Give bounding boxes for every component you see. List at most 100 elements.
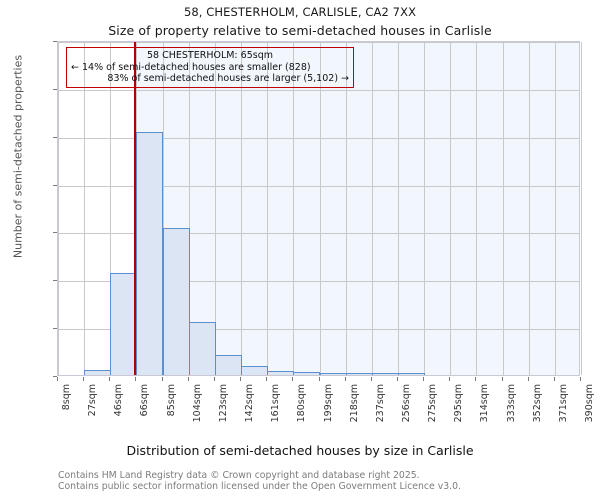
- histogram-bar: [84, 369, 111, 375]
- right-band-tint: [135, 42, 579, 375]
- y-axis-label: Number of semi-detached properties: [11, 54, 25, 259]
- gridline-vertical: [529, 42, 530, 375]
- annotation-line-1: 58 CHESTERHOLM: 65sqm: [147, 50, 273, 61]
- histogram-bar: [372, 373, 399, 375]
- footer-line-1: Contains HM Land Registry data © Crown c…: [58, 470, 420, 481]
- x-tick-label: 8sqm: [61, 384, 72, 411]
- chart-titles: 58, CHESTERHOLM, CARLISLE, CA2 7XX Size …: [0, 0, 600, 38]
- gridline-horizontal: [58, 137, 579, 139]
- x-tick-mark: [345, 377, 346, 381]
- x-tick-label: 295sqm: [453, 384, 464, 423]
- histogram-bar: [398, 373, 425, 375]
- x-tick-mark: [475, 377, 476, 381]
- annotation-line-2: ← 14% of semi-detached houses are smalle…: [71, 61, 311, 73]
- histogram-bar: [189, 321, 216, 375]
- x-tick-mark: [109, 377, 110, 381]
- histogram-bar: [163, 228, 190, 375]
- x-tick-label: 352sqm: [532, 384, 543, 423]
- x-tick-mark: [397, 377, 398, 381]
- x-tick-mark: [135, 377, 136, 381]
- x-tick-label: 161sqm: [270, 384, 281, 423]
- x-tick-label: 199sqm: [323, 384, 334, 423]
- gridline-vertical: [503, 42, 504, 375]
- gridline-vertical: [163, 42, 164, 375]
- y-tick-mark: [53, 184, 57, 186]
- x-tick-label: 142sqm: [244, 384, 255, 423]
- annotation-line-3: 83% of semi-detached houses are larger (…: [107, 73, 349, 84]
- x-tick-label: 237sqm: [375, 384, 386, 423]
- y-tick-mark: [53, 136, 57, 138]
- gridline-vertical: [293, 42, 294, 375]
- histogram-bar: [320, 372, 347, 375]
- gridline-horizontal: [58, 185, 579, 187]
- gridline-vertical: [398, 42, 399, 375]
- x-tick-mark: [423, 377, 424, 381]
- x-tick-mark: [580, 377, 581, 381]
- x-tick-label: 218sqm: [349, 384, 360, 423]
- gridline-horizontal: [58, 281, 579, 283]
- histogram-bar: [136, 131, 163, 375]
- y-tick-mark: [53, 232, 57, 234]
- footer-line-2: Contains public sector information licen…: [58, 481, 461, 492]
- gridline-vertical: [58, 42, 59, 375]
- histogram-bar: [346, 373, 373, 375]
- x-tick-mark: [266, 377, 267, 381]
- gridline-vertical: [84, 42, 85, 375]
- gridline-vertical: [267, 42, 268, 375]
- gridline-horizontal: [58, 329, 579, 331]
- x-tick-mark: [449, 377, 450, 381]
- x-tick-label: 256sqm: [401, 384, 412, 423]
- annotation-box: 58 CHESTERHOLM: 65sqm ← 14% of semi-deta…: [66, 47, 354, 88]
- histogram-bar: [267, 370, 294, 375]
- gridline-horizontal: [58, 89, 579, 91]
- attribution-footer: Contains HM Land Registry data © Crown c…: [58, 470, 461, 492]
- histogram-bar: [110, 273, 137, 375]
- x-tick-label: 390sqm: [584, 384, 595, 423]
- y-tick-mark: [53, 328, 57, 330]
- x-tick-label: 123sqm: [218, 384, 229, 423]
- page-title: 58, CHESTERHOLM, CARLISLE, CA2 7XX: [183, 5, 417, 19]
- x-tick-label: 66sqm: [139, 384, 150, 417]
- y-tick-mark: [53, 88, 57, 90]
- histogram-bar: [241, 366, 268, 375]
- gridline-vertical: [110, 42, 111, 375]
- x-tick-mark: [162, 377, 163, 381]
- y-tick-mark: [53, 280, 57, 282]
- x-tick-label: 85sqm: [166, 384, 177, 417]
- histogram-bar: [293, 372, 320, 375]
- x-tick-label: 46sqm: [113, 384, 124, 417]
- x-tick-label: 275sqm: [427, 384, 438, 423]
- x-tick-mark: [371, 377, 372, 381]
- x-tick-mark: [528, 377, 529, 381]
- y-tick-mark: [53, 376, 57, 377]
- gridline-vertical: [215, 42, 216, 375]
- plot-area: 58 CHESTERHOLM: 65sqm ← 14% of semi-deta…: [57, 41, 582, 376]
- x-tick-mark: [188, 377, 189, 381]
- x-tick-label: 333sqm: [506, 384, 517, 423]
- x-tick-mark: [214, 377, 215, 381]
- gridline-horizontal: [58, 233, 579, 235]
- x-tick-label: 27sqm: [87, 384, 98, 417]
- chart-subtitle: Size of property relative to semi-detach…: [108, 23, 492, 38]
- x-tick-label: 104sqm: [192, 384, 203, 423]
- gridline-vertical: [581, 42, 582, 375]
- x-tick-mark: [292, 377, 293, 381]
- x-tick-mark: [240, 377, 241, 381]
- x-tick-mark: [319, 377, 320, 381]
- gridline-vertical: [241, 42, 242, 375]
- y-tick-mark: [53, 41, 57, 42]
- x-tick-mark: [57, 377, 58, 381]
- gridline-vertical: [346, 42, 347, 375]
- gridline-horizontal: [58, 42, 579, 43]
- x-tick-label: 180sqm: [296, 384, 307, 423]
- x-tick-mark: [83, 377, 84, 381]
- gridline-vertical: [189, 42, 190, 375]
- x-tick-label: 371sqm: [558, 384, 569, 423]
- gridline-vertical: [320, 42, 321, 375]
- x-axis-label: Distribution of semi-detached houses by …: [126, 443, 474, 458]
- gridline-vertical: [555, 42, 556, 375]
- x-tick-label: 314sqm: [479, 384, 490, 423]
- gridline-vertical: [372, 42, 373, 375]
- gridline-vertical: [450, 42, 451, 375]
- gridline-vertical: [476, 42, 477, 375]
